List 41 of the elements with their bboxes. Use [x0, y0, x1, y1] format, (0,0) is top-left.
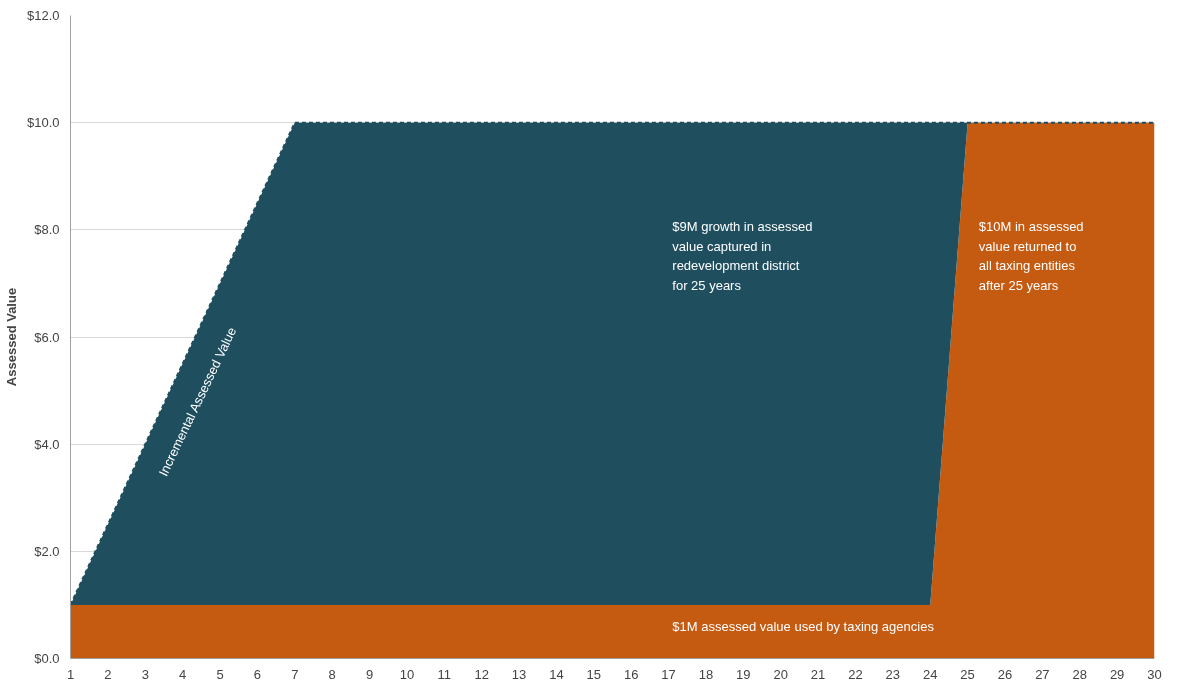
x-tick-label: 29 [1109, 666, 1125, 681]
y-tick-label: $4.0 [34, 436, 60, 452]
x-tick-label: 30 [1147, 666, 1162, 681]
x-tick-label: 1 [66, 666, 75, 681]
x-tick-label: 17 [661, 666, 676, 681]
y-tick-label: $10.0 [26, 115, 60, 131]
x-tick-label: 8 [328, 666, 336, 681]
x-tick-label: 12 [474, 666, 489, 681]
y-tick-label: $12.0 [26, 8, 60, 23]
x-tick-label: 3 [141, 666, 149, 681]
y-tick-label: $6.0 [34, 329, 60, 345]
annotation: $1M assessed value used by taxing agencies [672, 618, 935, 634]
annotation: $10M in assessed value returned to all taxing entities after 25 years [978, 219, 1084, 293]
x-tick-label: 7 [291, 666, 299, 681]
x-tick-label: 4 [179, 666, 187, 681]
x-tick-label: 14 [549, 666, 564, 681]
x-tick-label: 10 [399, 666, 415, 681]
annotation: $9M growth in assessed value captured in redevelopment district for 25 years [672, 219, 813, 293]
y-axis-title: Assessed Value [3, 287, 19, 387]
x-tick-label: 9 [365, 666, 374, 681]
y-tick-label: $0.0 [34, 651, 60, 666]
y-tick-label: $8.0 [34, 222, 60, 238]
x-tick-label: 13 [511, 666, 527, 681]
x-tick-label: 25 [960, 666, 975, 681]
x-tick-label: 27 [1035, 666, 1050, 681]
y-tick-label: $2.0 [34, 543, 60, 559]
x-tick-label: 6 [253, 666, 262, 681]
x-tick-label: 5 [216, 666, 224, 681]
x-tick-label: 16 [623, 666, 639, 681]
x-tick-label: 28 [1072, 666, 1087, 681]
x-tick-label: 18 [698, 666, 714, 681]
x-tick-label: 11 [437, 666, 452, 681]
x-tick-label: 21 [810, 666, 826, 681]
x-tick-label: 24 [922, 666, 938, 681]
x-tick-label: 26 [997, 666, 1013, 681]
x-tick-label: 15 [586, 666, 602, 681]
x-tick-label: 19 [736, 666, 751, 681]
x-tick-label: 22 [848, 666, 863, 681]
x-tick-label: 2 [104, 666, 112, 681]
x-tick-label: 20 [773, 666, 788, 681]
x-tick-label: 23 [885, 666, 901, 681]
